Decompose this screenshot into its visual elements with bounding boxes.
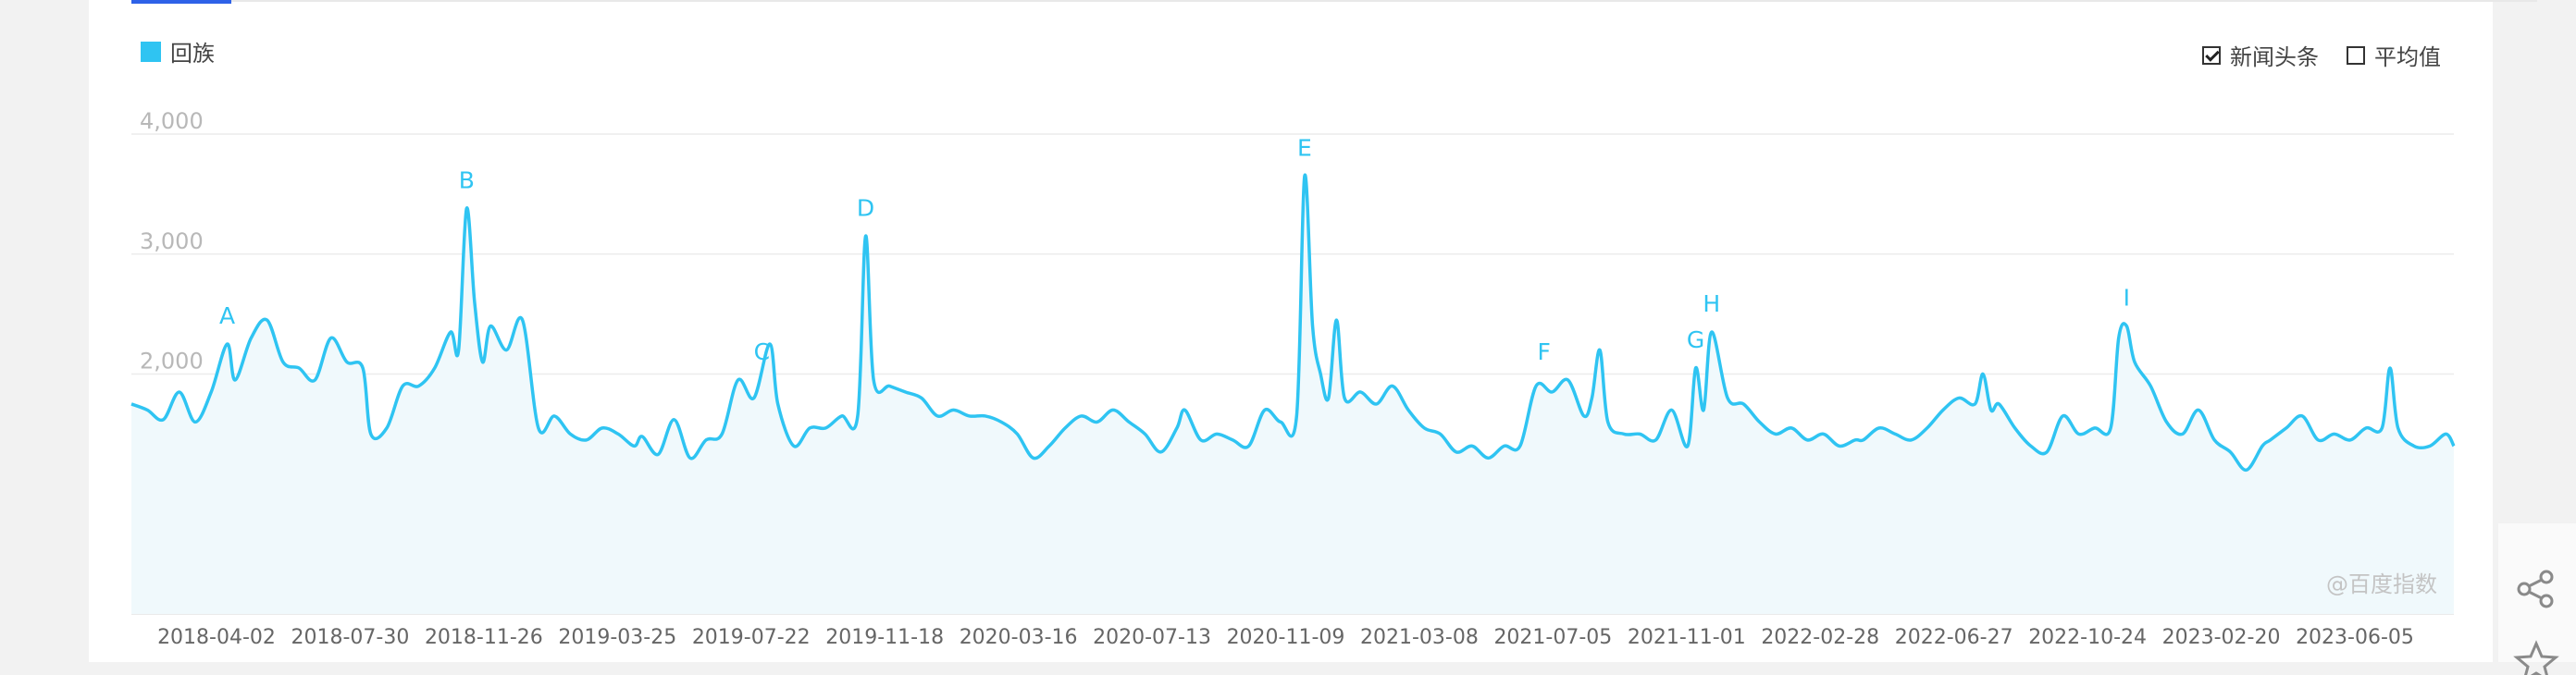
series-area	[131, 175, 2454, 614]
legend-swatch	[141, 41, 161, 62]
average-checkbox[interactable]: 平均值	[2347, 39, 2441, 71]
x-tick-label: 2021-11-01	[1628, 626, 1746, 649]
news-headline-checkbox[interactable]: 新闻头条	[2202, 39, 2319, 71]
y-tick-label: 3,000	[140, 228, 204, 254]
x-tick-label: 2020-07-13	[1093, 626, 1211, 649]
average-label: 平均值	[2374, 44, 2441, 70]
annotation-label[interactable]: C	[754, 338, 770, 365]
news-headline-label: 新闻头条	[2230, 44, 2319, 70]
series-line	[130, 173, 2456, 472]
x-tick-label: 2019-03-25	[558, 626, 676, 649]
x-tick-label: 2020-03-16	[960, 626, 1078, 649]
tab-underline	[131, 0, 2537, 2]
active-tab-indicator[interactable]	[131, 0, 231, 4]
star-icon[interactable]	[2513, 638, 2559, 675]
legend-label: 回族	[170, 41, 215, 67]
x-tick-label: 2020-11-09	[1227, 626, 1345, 649]
annotation-label[interactable]: F	[1538, 338, 1551, 365]
annotation-label[interactable]: G	[1687, 326, 1704, 353]
average-check-icon[interactable]	[2347, 45, 2365, 65]
y-tick-label: 4,000	[140, 108, 204, 134]
annotation-label[interactable]: I	[2124, 285, 2130, 312]
y-tick-label: 2,000	[140, 349, 204, 374]
watermark: @百度指数	[2326, 571, 2437, 597]
annotation-label[interactable]: D	[857, 194, 874, 221]
side-toolbar	[2498, 523, 2576, 662]
x-tick-label: 2019-11-18	[825, 626, 944, 649]
annotation-label[interactable]: A	[219, 302, 235, 329]
chart-legend[interactable]: 回族	[141, 35, 215, 68]
x-tick-label: 2023-06-05	[2296, 626, 2414, 649]
x-tick-label: 2021-07-05	[1493, 626, 1612, 649]
x-tick-label: 2022-06-27	[1895, 626, 2013, 649]
news-headline-check-icon[interactable]	[2202, 45, 2221, 65]
x-tick-label: 2019-07-22	[692, 626, 811, 649]
x-tick-label: 2018-11-26	[425, 626, 543, 649]
x-tick-label: 2022-10-24	[2028, 626, 2147, 649]
x-tick-label: 2018-04-02	[157, 626, 276, 649]
annotation-label[interactable]: E	[1297, 134, 1312, 161]
x-tick-label: 2023-02-20	[2162, 626, 2281, 649]
x-tick-label: 2022-02-28	[1761, 626, 1879, 649]
share-icon[interactable]	[2513, 566, 2559, 612]
x-tick-label: 2021-03-08	[1360, 626, 1479, 649]
annotation-label[interactable]: H	[1703, 290, 1720, 317]
x-tick-label: 2018-07-30	[291, 626, 410, 649]
chart-options: 新闻头条 平均值	[2174, 39, 2441, 71]
annotation-label[interactable]: B	[459, 166, 475, 193]
